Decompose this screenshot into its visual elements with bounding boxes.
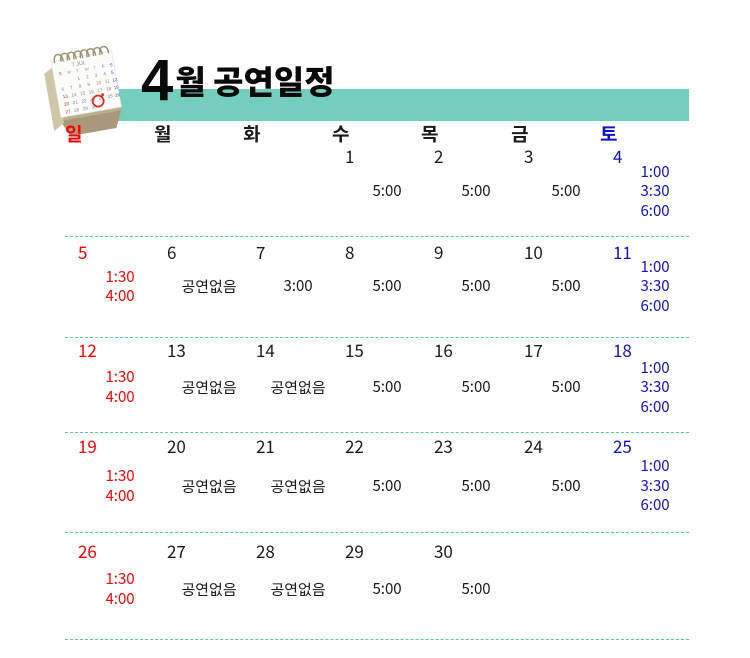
svg-text:12: 12: [112, 77, 118, 83]
svg-text:26: 26: [115, 92, 121, 98]
svg-text:19: 19: [113, 84, 119, 90]
